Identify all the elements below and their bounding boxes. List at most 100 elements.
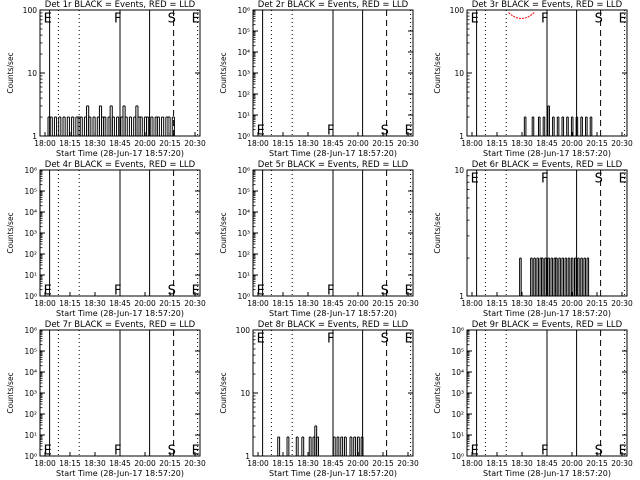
marker-letter-S: S — [168, 283, 176, 298]
y-tick-label: 10² — [237, 250, 250, 259]
x-tick-label: 18:00 — [461, 459, 483, 468]
marker-letter-F: F — [327, 283, 334, 298]
y-tick-label: 10⁴ — [237, 208, 250, 217]
marker-letter-E: E — [44, 11, 52, 26]
marker-letter-F: F — [114, 443, 121, 458]
x-tick-label: 18:45 — [536, 139, 558, 148]
x-tick-label: 18:00 — [34, 299, 56, 308]
y-axis-label: Counts/sec — [219, 52, 228, 93]
panel-1: Det 1r BLACK = Events, RED = LLD 1 10 100 Co… — [6, 0, 206, 158]
y-tick-label: 10⁵ — [237, 187, 250, 196]
x-tick-label: 18:00 — [247, 459, 269, 468]
y-tick-label: 10⁴ — [24, 368, 37, 377]
marker-letter-S: S — [381, 331, 389, 346]
marker-letter-S: S — [168, 443, 176, 458]
y-tick-label: 1 — [245, 452, 250, 461]
marker-letter-E: E — [192, 283, 200, 298]
x-tick-label: 18:45 — [109, 139, 131, 148]
x-tick-label: 18:15 — [486, 139, 508, 148]
y-tick-label: 10⁰ — [451, 452, 464, 461]
x-tick-label: 18:00 — [34, 459, 56, 468]
x-tick-label: 20:30 — [611, 299, 633, 308]
y-tick-label: 10² — [24, 410, 37, 419]
y-axis-label: Counts/sec — [6, 212, 15, 253]
x-tick-label: 20:15 — [586, 459, 608, 468]
marker-letter-E: E — [44, 443, 52, 458]
y-tick-label: 100 — [236, 326, 251, 335]
x-axis-label: Start Time (28-Jun-17 18:57:20) — [483, 149, 611, 158]
x-tick-label: 20:15 — [372, 139, 394, 148]
x-tick-label: 18:00 — [247, 299, 269, 308]
y-tick-label: 100 — [450, 6, 465, 15]
x-axis-label: Start Time (28-Jun-17 18:57:20) — [269, 469, 397, 478]
y-tick-label: 1 — [459, 132, 464, 141]
y-tick-label: 10² — [237, 90, 250, 99]
x-axis-label: Start Time (28-Jun-17 18:57:20) — [483, 309, 611, 318]
x-tick-label: 18:30 — [84, 299, 106, 308]
x-tick-label: 20:00 — [134, 139, 156, 148]
panel-title: Det 1r BLACK = Events, RED = LLD — [45, 0, 196, 10]
y-axis-label: Counts/sec — [219, 212, 228, 253]
y-tick-label: 10⁴ — [24, 208, 37, 217]
y-tick-label: 1 — [32, 132, 37, 141]
x-axis-label: Start Time (28-Jun-17 18:57:20) — [269, 149, 397, 158]
marker-letter-E: E — [619, 443, 627, 458]
marker-letter-S: S — [381, 123, 389, 138]
x-tick-label: 20:30 — [184, 139, 206, 148]
panel-title: Det 2r BLACK = Events, RED = LLD — [258, 0, 409, 10]
y-tick-label: 10⁵ — [237, 27, 250, 36]
y-axis-label: Counts/sec — [219, 372, 228, 413]
panel-9: Det 9r BLACK = Events, RED = LLD 10⁰ 10¹ 10… — [433, 320, 633, 478]
panel-title: Det 9r BLACK = Events, RED = LLD — [472, 320, 623, 330]
y-tick-label: 10 — [27, 69, 37, 78]
marker-letter-F: F — [541, 443, 548, 458]
x-tick-label: 18:00 — [461, 299, 483, 308]
x-tick-label: 18:15 — [59, 299, 81, 308]
marker-letter-F: F — [541, 171, 548, 186]
x-tick-label: 18:45 — [322, 139, 344, 148]
marker-letter-E: E — [405, 331, 413, 346]
x-tick-label: 18:15 — [59, 139, 81, 148]
x-tick-label: 18:00 — [34, 139, 56, 148]
panel-title: Det 5r BLACK = Events, RED = LLD — [258, 160, 409, 170]
x-tick-label: 18:30 — [84, 459, 106, 468]
y-tick-label: 10⁶ — [237, 6, 250, 15]
y-axis-label: Counts/sec — [6, 52, 15, 93]
x-tick-label: 18:30 — [297, 139, 319, 148]
x-tick-label: 18:30 — [511, 139, 533, 148]
marker-letter-E: E — [471, 171, 479, 186]
marker-letter-E: E — [192, 443, 200, 458]
lld-trace — [508, 12, 535, 20]
x-tick-label: 18:30 — [84, 139, 106, 148]
marker-letter-F: F — [541, 11, 548, 26]
x-tick-label: 18:45 — [322, 299, 344, 308]
marker-letter-E: E — [471, 443, 479, 458]
marker-letter-S: S — [168, 11, 176, 26]
x-axis-label: Start Time (28-Jun-17 18:57:20) — [483, 469, 611, 478]
x-tick-label: 18:45 — [536, 459, 558, 468]
x-tick-label: 18:45 — [536, 299, 558, 308]
y-tick-label: 10³ — [24, 229, 37, 238]
y-tick-label: 100 — [23, 6, 38, 15]
panel-3: Det 3r BLACK = Events, RED = LLD 1 10 100 Co… — [433, 0, 633, 158]
panel-5: Det 5r BLACK = Events, RED = LLD 10⁰ 10¹ 10… — [219, 160, 419, 318]
y-tick-label: 10³ — [237, 69, 250, 78]
x-tick-label: 18:15 — [486, 459, 508, 468]
marker-letter-F: F — [327, 331, 334, 346]
x-tick-label: 20:00 — [561, 139, 583, 148]
x-tick-label: 18:45 — [322, 459, 344, 468]
y-tick-label: 10¹ — [237, 111, 250, 120]
x-tick-label: 20:30 — [397, 139, 419, 148]
marker-letter-E: E — [44, 283, 52, 298]
marker-letter-E: E — [257, 331, 265, 346]
marker-letter-S: S — [595, 11, 603, 26]
x-tick-label: 20:00 — [134, 299, 156, 308]
marker-letter-F: F — [114, 283, 121, 298]
x-tick-label: 18:15 — [486, 299, 508, 308]
x-tick-label: 20:15 — [159, 459, 181, 468]
x-tick-label: 20:00 — [347, 459, 369, 468]
y-tick-label: 1 — [459, 292, 464, 301]
x-tick-label: 18:15 — [59, 459, 81, 468]
marker-letter-E: E — [405, 283, 413, 298]
